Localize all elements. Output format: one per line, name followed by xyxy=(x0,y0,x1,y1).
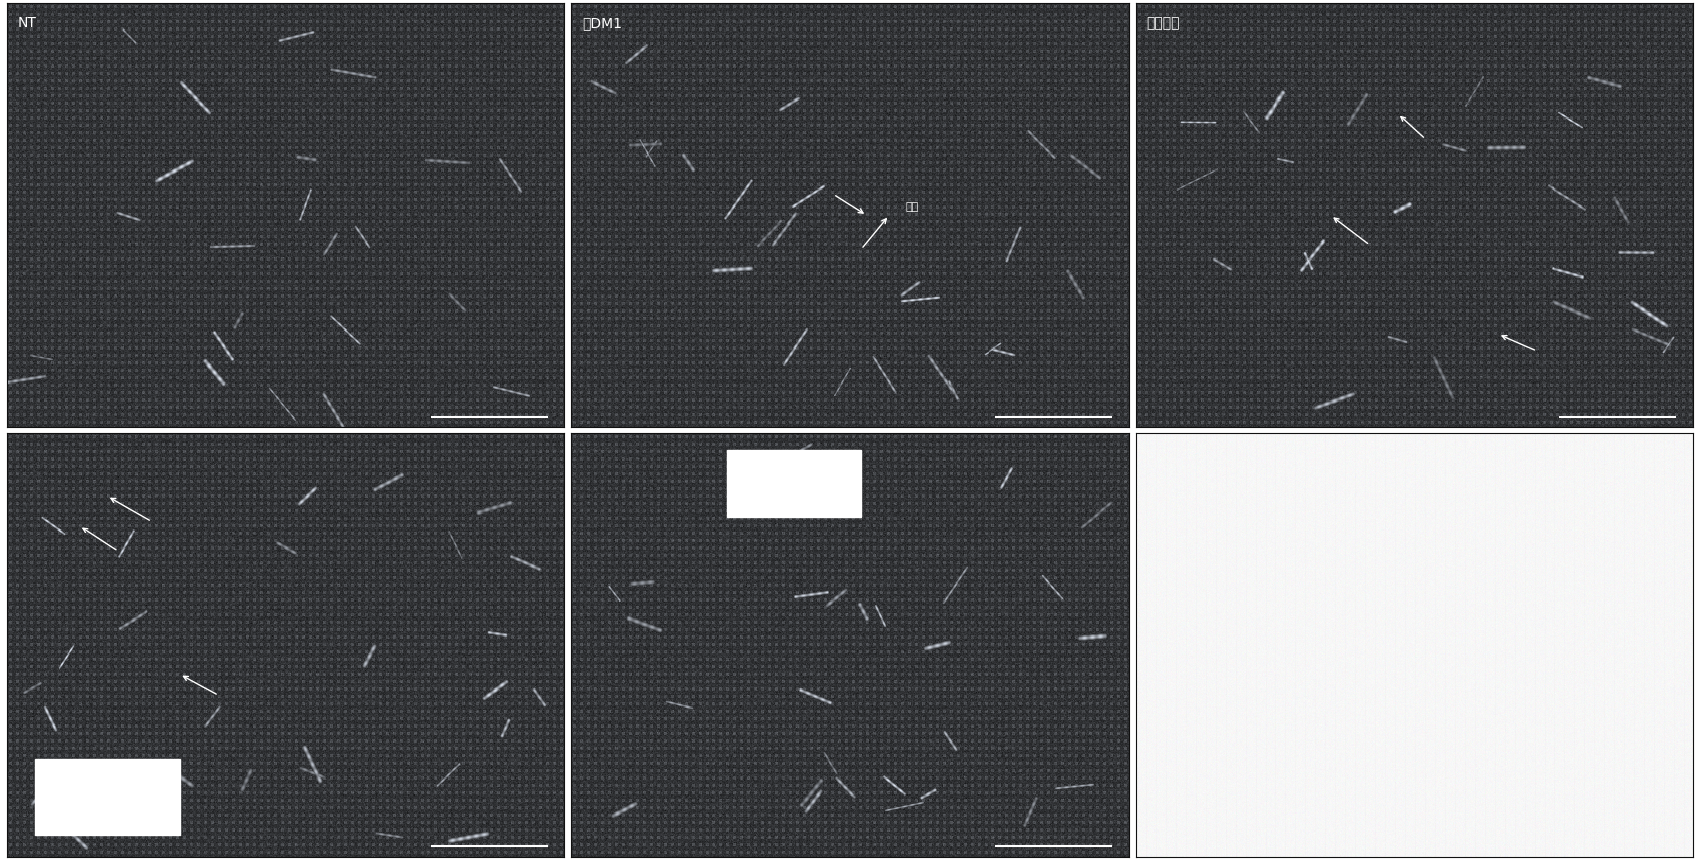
Bar xyxy=(34,759,180,835)
Bar xyxy=(728,450,862,518)
Text: 非DM1: 非DM1 xyxy=(583,16,622,30)
Text: 迪那西利: 迪那西利 xyxy=(1148,16,1180,30)
Text: NT: NT xyxy=(19,16,37,30)
Text: 背景: 背景 xyxy=(906,202,920,212)
